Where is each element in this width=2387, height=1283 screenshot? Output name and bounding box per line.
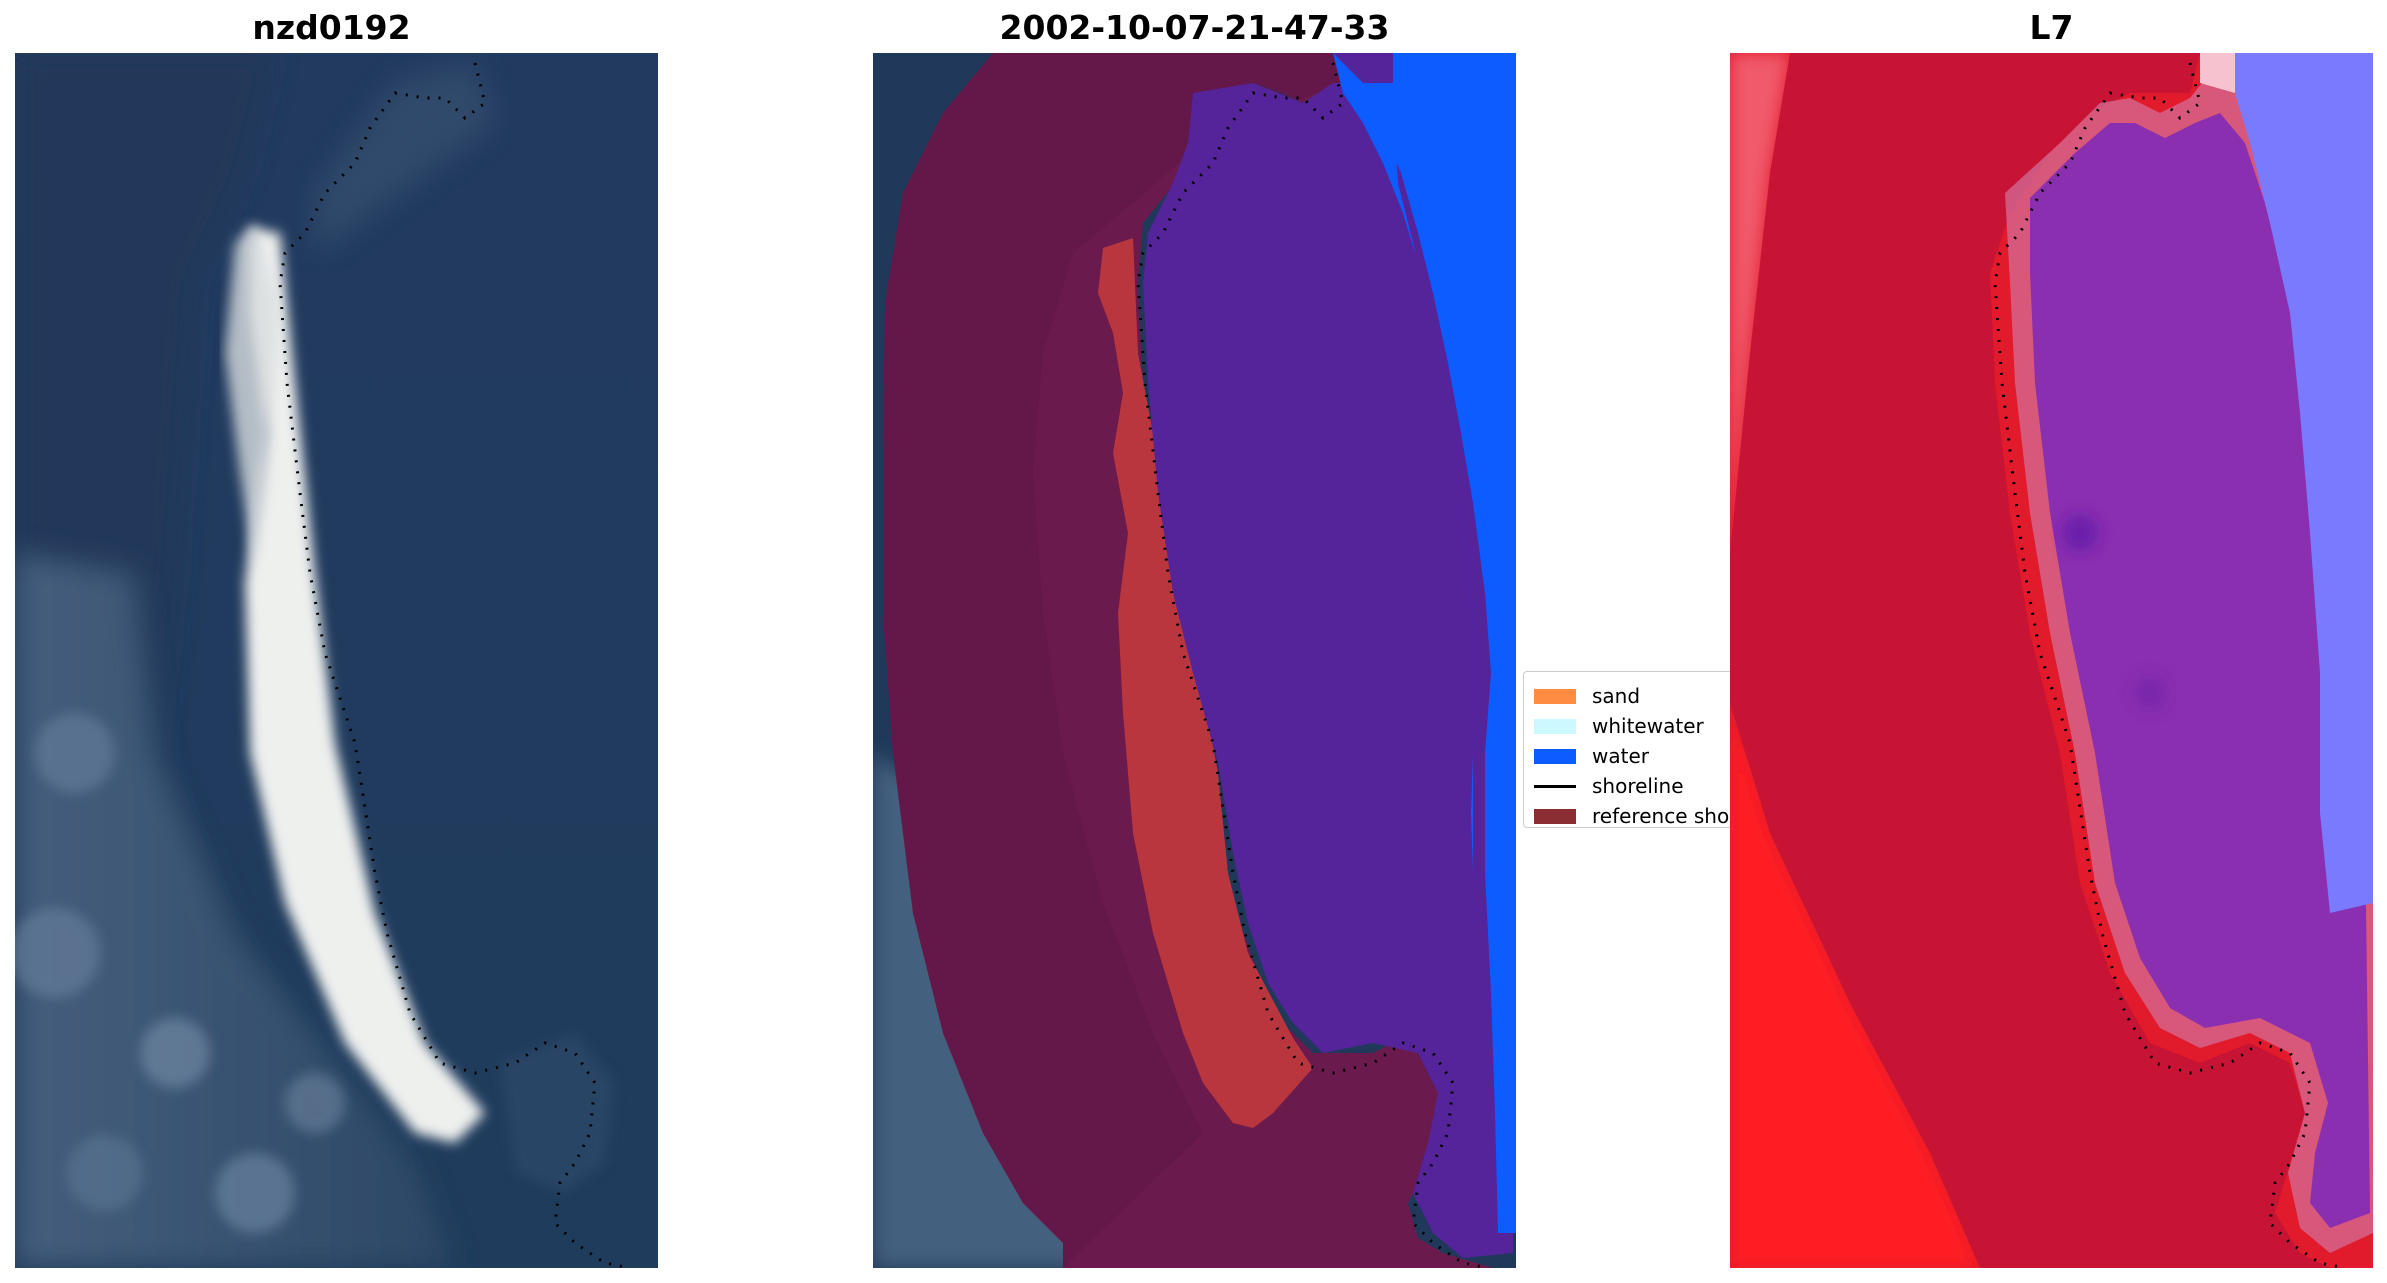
legend-label: reference shoreline buffer <box>1592 804 1733 828</box>
legend-item-reference-shoreline: reference shoreline buffer <box>1534 804 1733 828</box>
sand-swatch <box>1534 688 1576 704</box>
legend-item-whitewater: whitewater <box>1534 714 1704 738</box>
legend-label: water <box>1592 744 1649 768</box>
panel-title-classification: 2002-10-07-21-47-33 <box>999 8 1390 47</box>
water-class <box>1143 83 1513 1258</box>
legend-item-water: water <box>1534 744 1649 768</box>
sand-class <box>1098 238 1313 1128</box>
legend-label: shoreline <box>1592 774 1684 798</box>
rgb-image-panel <box>15 53 658 1268</box>
classification-panel <box>873 53 1516 1268</box>
legend-label: whitewater <box>1592 714 1704 738</box>
legend: sand whitewater water shoreline referenc… <box>1523 671 1733 828</box>
legend-item-sand: sand <box>1534 684 1641 708</box>
reference-shoreline-swatch <box>1534 808 1576 824</box>
legend-item-shoreline: shoreline <box>1534 774 1684 798</box>
classification-image <box>873 53 1516 1268</box>
index-panel <box>1730 53 2373 1268</box>
panel-title-index: L7 <box>2029 8 2074 47</box>
water-swatch <box>1534 748 1576 764</box>
rgb-satellite-image <box>15 53 658 1268</box>
index-image <box>1730 53 2373 1268</box>
shoreline-swatch <box>1534 784 1576 788</box>
panel-title-rgb: nzd0192 <box>252 8 411 47</box>
legend-label: sand <box>1592 684 1641 708</box>
whitewater-swatch <box>1534 718 1576 734</box>
